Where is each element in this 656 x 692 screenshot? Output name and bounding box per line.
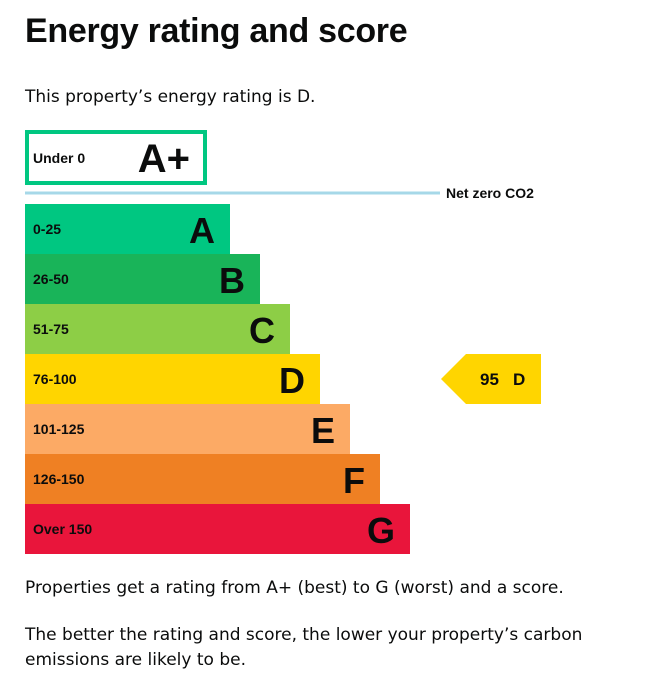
band-a-plus-letter: A+ (138, 137, 190, 181)
band-d (25, 354, 320, 404)
current-score: 95 (480, 370, 499, 389)
band-g (25, 504, 410, 554)
current-rating-pointer (441, 354, 541, 404)
energy-rating-chart: Under 0 A+ Net zero CO2 0-25 A 26-50 B 51-75 C 76… (25, 130, 541, 554)
band-d-letter: D (279, 360, 305, 401)
band-c-letter: C (249, 310, 275, 351)
band-f-letter: F (343, 460, 365, 501)
band-a-plus (25, 130, 207, 185)
band-a (25, 204, 230, 254)
page-title: Energy rating and score (25, 12, 408, 50)
emissions-explanation: The better the rating and score, the low… (25, 625, 583, 670)
band-e-range: 101-125 (33, 421, 85, 437)
band-e-letter: E (311, 410, 335, 451)
band-b (25, 254, 260, 304)
rating-explanation: Properties get a rating from A+ (best) t… (25, 578, 564, 598)
band-e (25, 404, 350, 454)
band-g-letter: G (367, 510, 395, 551)
band-g-range: Over 150 (33, 521, 92, 537)
band-b-range: 26-50 (33, 271, 69, 287)
band-a-plus-range: Under 0 (33, 150, 85, 166)
band-d-range: 76-100 (33, 371, 77, 387)
band-f (25, 454, 380, 504)
band-c-range: 51-75 (33, 321, 69, 337)
current-rating-letter: D (513, 370, 525, 389)
band-b-letter: B (219, 260, 245, 301)
rating-summary: This property’s energy rating is D. (25, 87, 316, 107)
band-a-range: 0-25 (33, 221, 61, 237)
band-a-letter: A (189, 210, 215, 251)
net-zero-label: Net zero CO2 (446, 185, 534, 201)
band-f-range: 126-150 (33, 471, 85, 487)
band-c (25, 304, 290, 354)
